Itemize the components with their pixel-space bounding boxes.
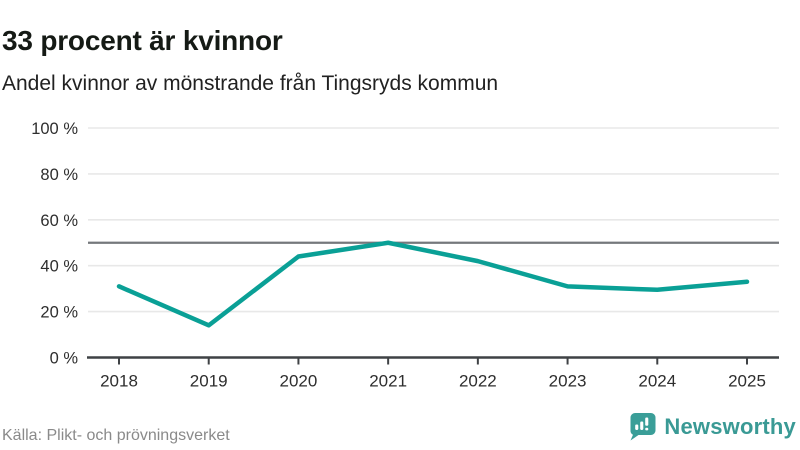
x-axis-label: 2023 (549, 372, 587, 391)
data-series-line (116, 240, 750, 328)
x-axis-label: 2020 (280, 372, 318, 391)
y-axis-label: 60 % (40, 212, 78, 230)
y-axis-label: 0 % (50, 350, 79, 368)
x-axis-label: 2019 (190, 372, 228, 391)
y-axis-label: 100 % (31, 120, 78, 138)
x-axis-label: 2022 (459, 372, 497, 391)
chart-subtitle: Andel kvinnor av mönstrande från Tingsry… (2, 72, 499, 95)
x-axis-label: 2024 (638, 372, 676, 391)
line-chart: 0 % 20 % 40 % 60 % 80 % 100 % 2018 2019 2020 2021… (31, 120, 779, 391)
newsworthy-logo: Newsworthy (629, 412, 796, 441)
x-axis-label: 2021 (369, 372, 407, 391)
y-axis-label: 80 % (40, 166, 78, 184)
x-axis-label: 2018 (100, 372, 138, 391)
y-axis-label: 40 % (40, 258, 78, 276)
source-text: Källa: Plikt- och prövningsverket (2, 427, 230, 444)
x-axis-label: 2025 (728, 372, 766, 391)
chart-title: 33 procent är kvinnor (2, 24, 283, 56)
bar-chart-bubble-icon (629, 412, 656, 441)
brand-name: Newsworthy (664, 413, 796, 439)
y-axis-label: 20 % (40, 304, 78, 322)
